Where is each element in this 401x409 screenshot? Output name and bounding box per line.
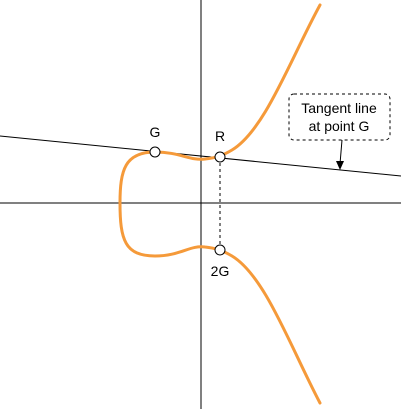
curve-lower-branch <box>118 201 322 405</box>
point-g-label: G <box>150 124 161 140</box>
point-g <box>149 146 161 158</box>
curve-upper-branch <box>118 3 322 205</box>
tangent-line <box>0 135 401 177</box>
callout-box <box>288 93 391 141</box>
callout-arrow-head <box>336 161 344 170</box>
callout-line2: at point G <box>309 118 370 134</box>
callout-arrow-shaft <box>339 139 343 165</box>
point-2g-label: 2G <box>211 263 230 279</box>
callout-line1: Tangent line <box>301 100 377 116</box>
point-r-label: R <box>215 128 225 144</box>
point-2g <box>214 244 226 256</box>
point-r <box>214 151 226 163</box>
